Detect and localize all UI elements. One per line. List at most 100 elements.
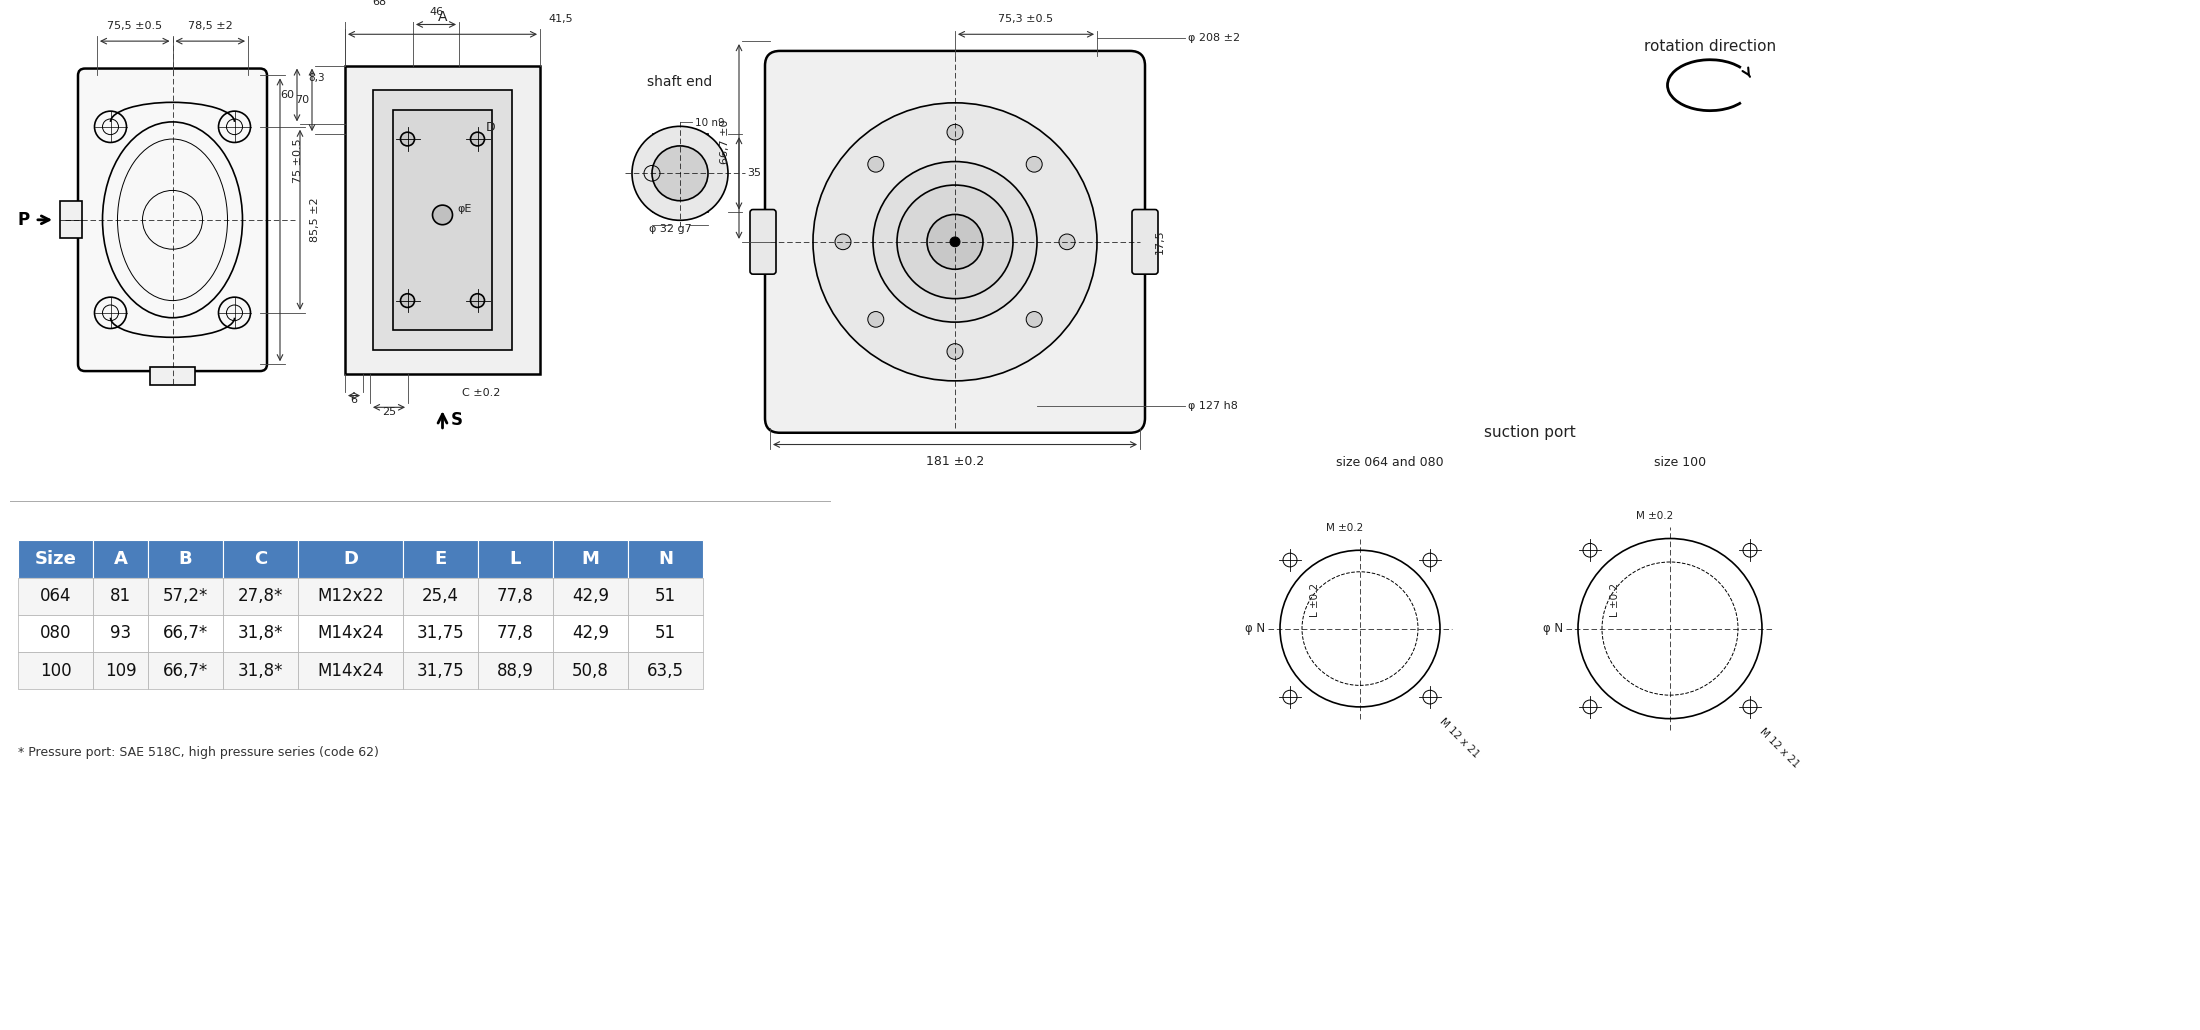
Text: A: A xyxy=(438,10,447,25)
Text: size 100: size 100 xyxy=(1654,455,1705,469)
Text: 8,3: 8,3 xyxy=(308,73,326,82)
FancyBboxPatch shape xyxy=(750,209,777,274)
Text: L ±0.2: L ±0.2 xyxy=(1610,583,1619,617)
Circle shape xyxy=(950,237,959,247)
Bar xyxy=(403,578,477,615)
Text: 51: 51 xyxy=(656,624,675,643)
Bar xyxy=(477,652,552,689)
Bar xyxy=(150,367,196,385)
Text: 080: 080 xyxy=(40,624,70,643)
Bar xyxy=(477,615,552,652)
Text: P: P xyxy=(18,211,31,229)
Text: 88,9: 88,9 xyxy=(497,661,535,680)
Text: M14x24: M14x24 xyxy=(317,624,383,643)
Bar xyxy=(477,541,552,578)
Text: * Pressure port: SAE 518C, high pressure series (code 62): * Pressure port: SAE 518C, high pressure… xyxy=(18,746,378,759)
Bar xyxy=(92,578,147,615)
Bar xyxy=(222,578,297,615)
Text: L ±0.2: L ±0.2 xyxy=(1309,583,1320,617)
Circle shape xyxy=(836,234,851,249)
Text: 42,9: 42,9 xyxy=(572,624,609,643)
Text: 27,8*: 27,8* xyxy=(238,587,284,606)
Text: M14x24: M14x24 xyxy=(317,661,383,680)
Text: size 064 and 080: size 064 and 080 xyxy=(1335,455,1443,469)
Circle shape xyxy=(651,146,708,201)
Circle shape xyxy=(433,205,453,225)
Text: 66,7*: 66,7* xyxy=(163,661,209,680)
Bar xyxy=(552,578,627,615)
Text: S: S xyxy=(451,411,462,428)
Bar xyxy=(18,578,92,615)
Text: 57,2*: 57,2* xyxy=(163,587,209,606)
Bar xyxy=(552,615,627,652)
Bar xyxy=(297,652,403,689)
Text: 75,5 ±0.5: 75,5 ±0.5 xyxy=(108,22,163,31)
Text: 064: 064 xyxy=(40,587,70,606)
Text: N: N xyxy=(658,550,673,569)
Bar xyxy=(92,652,147,689)
Bar xyxy=(92,615,147,652)
Text: A: A xyxy=(114,550,128,569)
Bar xyxy=(653,134,708,212)
Text: 17,5: 17,5 xyxy=(1155,230,1166,254)
Circle shape xyxy=(631,127,728,220)
Text: B: B xyxy=(178,550,191,569)
Text: 75,3 ±0.5: 75,3 ±0.5 xyxy=(999,14,1054,25)
Circle shape xyxy=(1025,157,1043,172)
Bar xyxy=(627,652,704,689)
Circle shape xyxy=(926,214,983,269)
Text: 31,8*: 31,8* xyxy=(238,624,284,643)
Text: Size: Size xyxy=(35,550,77,569)
Bar xyxy=(297,578,403,615)
Text: C ±0.2: C ±0.2 xyxy=(462,387,502,398)
Circle shape xyxy=(814,103,1098,381)
Bar xyxy=(222,541,297,578)
Circle shape xyxy=(898,185,1012,299)
Bar xyxy=(92,541,147,578)
Circle shape xyxy=(400,132,414,146)
Circle shape xyxy=(471,294,484,307)
Text: 31,8*: 31,8* xyxy=(238,661,284,680)
Text: 31,75: 31,75 xyxy=(416,661,464,680)
Text: L: L xyxy=(510,550,521,569)
Text: 63,5: 63,5 xyxy=(647,661,684,680)
Circle shape xyxy=(218,298,251,329)
Bar xyxy=(147,541,222,578)
Text: 42,9: 42,9 xyxy=(572,587,609,606)
Bar xyxy=(147,578,222,615)
Text: 70: 70 xyxy=(295,95,308,105)
Bar xyxy=(627,541,704,578)
Bar xyxy=(552,541,627,578)
Bar xyxy=(627,578,704,615)
Text: 66,7 ±0: 66,7 ±0 xyxy=(719,119,730,164)
Bar xyxy=(374,90,513,349)
Bar xyxy=(222,615,297,652)
Circle shape xyxy=(95,298,128,329)
Bar xyxy=(394,109,493,330)
Text: φ 127 h8: φ 127 h8 xyxy=(1188,402,1239,411)
Circle shape xyxy=(218,111,251,142)
Text: D: D xyxy=(343,550,359,569)
Bar xyxy=(477,578,552,615)
Circle shape xyxy=(1058,234,1076,249)
Text: 100: 100 xyxy=(40,661,70,680)
Bar xyxy=(59,201,81,238)
Bar xyxy=(297,541,403,578)
Bar xyxy=(18,615,92,652)
Text: M12x22: M12x22 xyxy=(317,587,383,606)
Text: suction port: suction port xyxy=(1485,425,1575,440)
Circle shape xyxy=(95,111,128,142)
Text: M 12 x 21: M 12 x 21 xyxy=(1439,717,1481,760)
Text: φ N: φ N xyxy=(1542,622,1562,636)
Bar xyxy=(403,652,477,689)
Text: 25: 25 xyxy=(383,407,396,417)
Bar xyxy=(297,615,403,652)
Text: 77,8: 77,8 xyxy=(497,587,535,606)
Text: 66,7*: 66,7* xyxy=(163,624,209,643)
Text: 35: 35 xyxy=(748,168,761,178)
Text: 78,5 ±2: 78,5 ±2 xyxy=(187,22,233,31)
Text: φ 32 g7: φ 32 g7 xyxy=(649,225,691,234)
Text: D: D xyxy=(486,122,495,134)
Circle shape xyxy=(1025,311,1043,328)
Text: 51: 51 xyxy=(656,587,675,606)
